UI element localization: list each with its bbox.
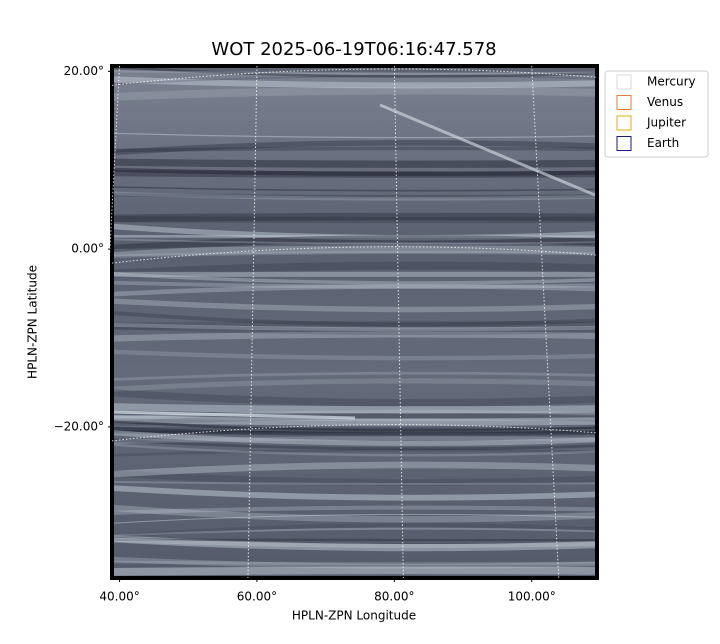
y-axis-label: HPLN-ZPN Latitude xyxy=(26,265,40,379)
streak xyxy=(102,219,607,220)
legend-label: Jupiter xyxy=(646,116,686,130)
legend-label: Venus xyxy=(647,95,683,109)
chart-title: WOT 2025-06-19T06:16:47.578 xyxy=(211,39,496,60)
x-tick-label: 80.00° xyxy=(374,590,414,604)
x-tick-label: 60.00° xyxy=(237,590,277,604)
y-tick-label: 20.00° xyxy=(64,64,104,78)
streak xyxy=(102,570,607,572)
streak xyxy=(102,162,607,164)
y-tick-label: 0.00° xyxy=(71,242,104,256)
legend: Mercury Venus Jupiter Earth xyxy=(605,71,708,157)
streak xyxy=(102,249,607,253)
x-tick-label: 100.00° xyxy=(508,590,556,604)
y-tick-label: −20.00° xyxy=(54,419,104,433)
streak xyxy=(102,407,607,410)
x-tick-label: 40.00° xyxy=(99,590,139,604)
x-axis-label: HPLN-ZPN Longitude xyxy=(292,609,416,623)
legend-label: Mercury xyxy=(647,75,696,89)
legend-label: Earth xyxy=(647,136,679,150)
